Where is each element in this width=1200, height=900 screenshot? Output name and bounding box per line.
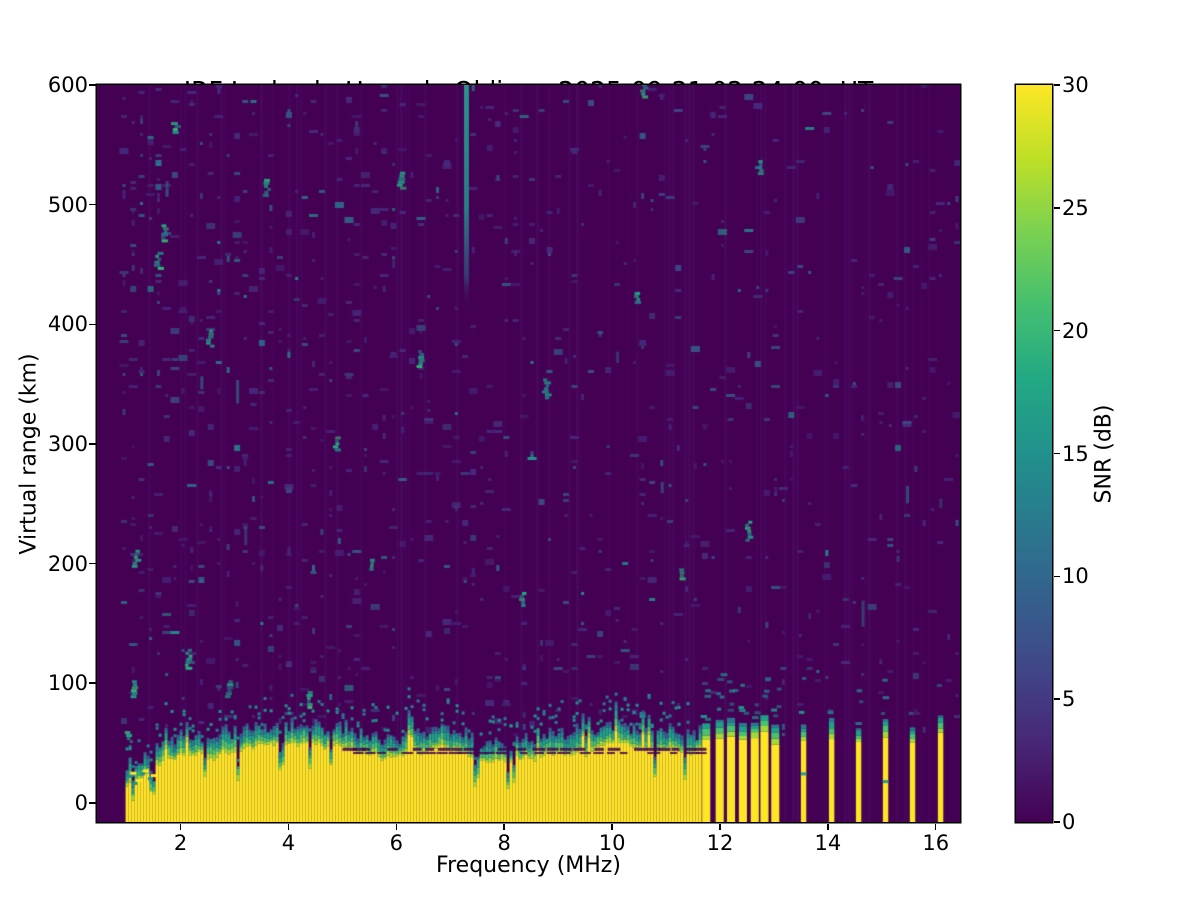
x-tick (179, 823, 182, 830)
x-tick-label: 12 (706, 831, 734, 855)
colorbar (1016, 85, 1052, 822)
ionogram-heatmap (97, 85, 960, 822)
y-tick (89, 323, 97, 326)
x-axis-label: Frequency (MHz) (436, 853, 621, 878)
y-tick (89, 802, 97, 804)
x-tick (395, 823, 398, 830)
colorbar-tick-label: 25 (1062, 195, 1089, 220)
y-tick-label: 600 (47, 73, 88, 97)
x-tick (827, 823, 829, 830)
y-tick (89, 682, 97, 684)
y-tick-label: 0 (74, 790, 88, 815)
y-tick-label: 300 (47, 431, 88, 456)
colorbar-tick (1053, 575, 1060, 578)
y-tick (89, 443, 97, 445)
x-tick (503, 823, 505, 830)
colorbar-tick-label: 15 (1062, 441, 1089, 466)
x-tick-label: 16 (922, 831, 950, 855)
x-tick-label: 8 (497, 831, 511, 855)
colorbar-tick (1053, 84, 1060, 86)
y-tick (89, 562, 97, 565)
y-axis-label: Virtual range (km) (16, 353, 42, 555)
y-tick-label: 200 (47, 551, 88, 576)
colorbar-tick-label: 30 (1062, 73, 1089, 97)
colorbar-tick (1053, 821, 1060, 823)
x-tick (719, 823, 721, 830)
x-tick (287, 823, 290, 830)
y-tick (89, 203, 97, 206)
colorbar-tick-label: 20 (1062, 318, 1089, 343)
colorbar-tick-label: 0 (1062, 810, 1076, 834)
y-tick-label: 500 (47, 192, 88, 217)
y-tick (89, 84, 97, 86)
colorbar-tick-label: 10 (1062, 564, 1089, 589)
y-tick-label: 400 (47, 312, 88, 337)
colorbar-tick (1053, 698, 1060, 700)
x-tick-label: 14 (814, 831, 842, 855)
x-tick-label: 10 (598, 831, 626, 855)
x-tick-label: 4 (281, 831, 296, 855)
colorbar-tick-label: 5 (1062, 687, 1076, 712)
x-tick (934, 823, 937, 830)
x-tick-label: 2 (173, 831, 188, 855)
x-tick (611, 823, 613, 830)
y-tick-label: 100 (47, 671, 88, 696)
colorbar-tick (1053, 452, 1060, 455)
colorbar-tick (1053, 329, 1060, 332)
plot-area (97, 85, 960, 822)
colorbar-tick (1053, 207, 1060, 209)
colorbar-label: SNR (dB) (1091, 404, 1117, 504)
x-tick-label: 6 (389, 831, 404, 855)
